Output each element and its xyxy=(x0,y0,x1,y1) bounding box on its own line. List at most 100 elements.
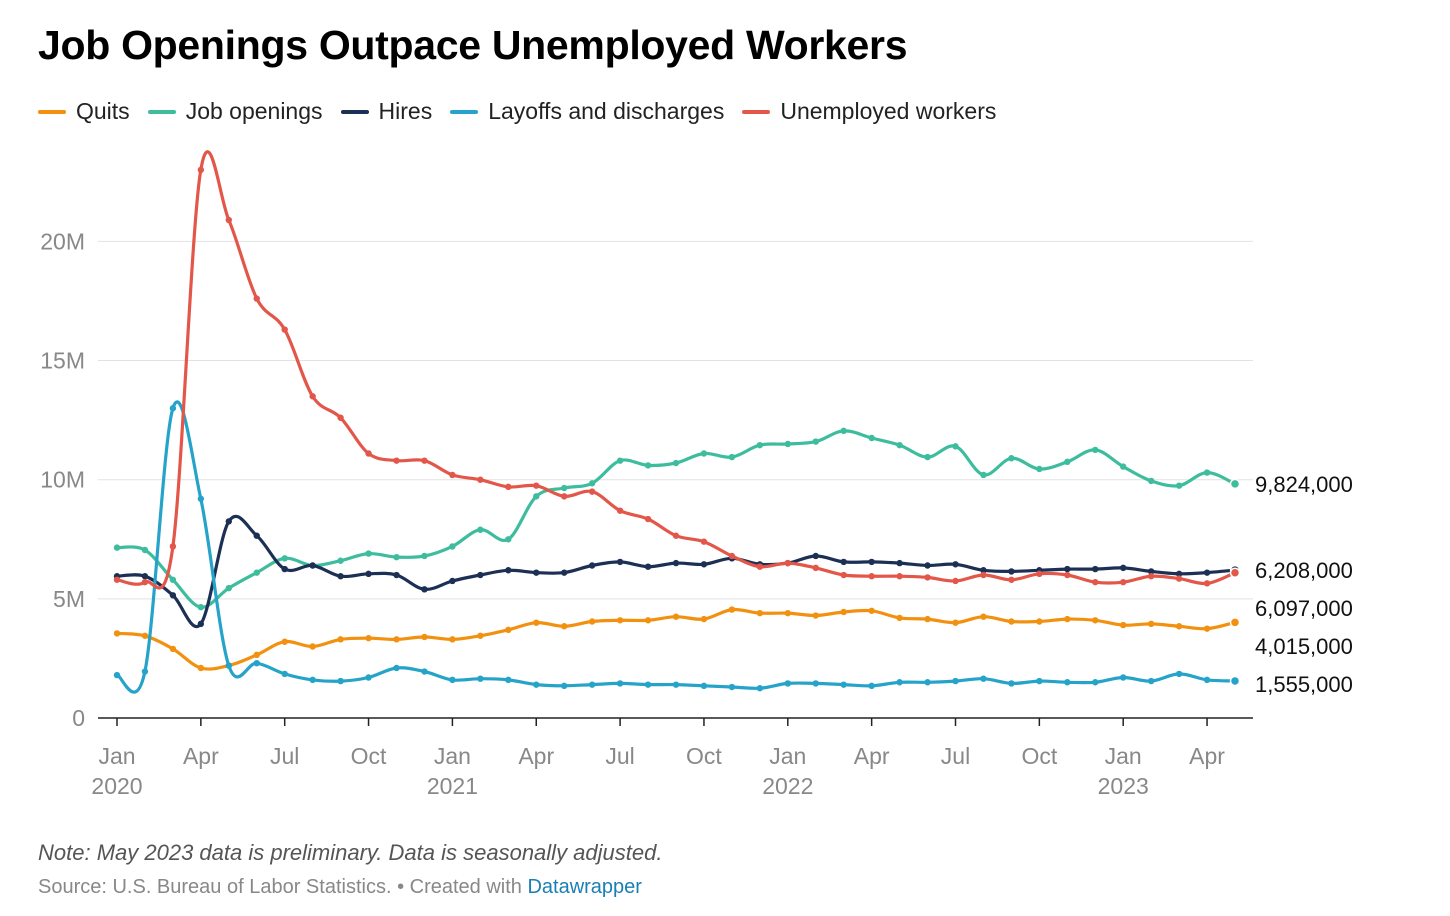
series-line xyxy=(115,150,1237,590)
legend-label: Hires xyxy=(378,98,433,124)
data-point xyxy=(1147,620,1155,628)
data-point xyxy=(896,679,903,686)
data-point xyxy=(1008,568,1015,575)
data-point xyxy=(505,626,512,634)
data-point xyxy=(672,532,680,539)
data-point xyxy=(113,544,121,551)
y-tick-label: 10M xyxy=(40,467,85,493)
data-point xyxy=(1120,674,1127,681)
data-point xyxy=(840,608,847,616)
data-point xyxy=(197,603,205,611)
data-point xyxy=(924,453,931,461)
data-point xyxy=(616,558,624,566)
data-point xyxy=(1229,617,1241,628)
data-point xyxy=(728,552,736,560)
data-point xyxy=(700,682,708,690)
data-point xyxy=(449,471,456,479)
data-point xyxy=(1008,576,1015,583)
x-tick-label: Apr xyxy=(183,743,219,769)
y-tick-label: 15M xyxy=(40,348,85,374)
data-point xyxy=(505,567,512,574)
data-point xyxy=(1120,578,1127,586)
x-tick-year-label: 2022 xyxy=(762,773,813,799)
y-tick-label: 5M xyxy=(53,586,85,612)
data-point xyxy=(700,615,708,623)
x-tick-label: Apr xyxy=(854,743,890,769)
data-point xyxy=(1203,625,1211,632)
data-point xyxy=(1008,680,1015,687)
data-point xyxy=(1229,675,1241,687)
end-label-job-openings: 9,824,000 xyxy=(1255,472,1353,497)
legend-item-hires: Hires xyxy=(340,98,433,125)
series-unemployed-workers xyxy=(113,150,1241,590)
data-point xyxy=(365,570,372,578)
data-point xyxy=(952,619,959,626)
data-point xyxy=(1120,564,1127,572)
data-point xyxy=(644,515,652,523)
end-label-layoffs-and-discharges: 1,555,000 xyxy=(1255,672,1353,697)
data-point xyxy=(588,618,596,625)
data-point xyxy=(1229,478,1241,490)
data-point xyxy=(113,671,121,679)
data-point xyxy=(756,563,764,570)
data-point xyxy=(1036,465,1043,473)
data-point xyxy=(1203,676,1211,684)
series-job-openings xyxy=(113,427,1241,611)
series-line xyxy=(115,429,1237,609)
legend: Quits Job openings Hires Layoffs and discha… xyxy=(38,98,996,125)
data-point xyxy=(533,482,540,489)
data-point xyxy=(1147,477,1155,485)
data-point xyxy=(644,617,652,624)
data-point xyxy=(588,681,596,688)
datawrapper-link[interactable]: Datawrapper xyxy=(527,876,642,898)
data-point xyxy=(896,573,903,580)
data-point xyxy=(197,664,205,672)
series-line xyxy=(115,400,1237,694)
data-point xyxy=(924,615,931,623)
data-point xyxy=(700,538,708,545)
data-point xyxy=(952,443,959,450)
data-point xyxy=(1064,615,1071,623)
data-point xyxy=(1175,570,1183,578)
data-point xyxy=(840,558,847,566)
data-point xyxy=(337,414,344,421)
data-point xyxy=(449,543,456,550)
data-point xyxy=(1175,623,1183,630)
data-point xyxy=(1203,580,1211,587)
data-point xyxy=(561,493,568,500)
data-point xyxy=(449,636,456,643)
data-point xyxy=(784,609,791,617)
data-point xyxy=(113,576,121,583)
data-point xyxy=(1036,677,1043,685)
legend-label: Layoffs and discharges xyxy=(488,98,725,124)
data-point xyxy=(616,617,624,624)
x-tick-label: Oct xyxy=(351,743,387,769)
data-point xyxy=(1203,569,1211,576)
x-tick-label: Jul xyxy=(941,743,970,769)
legend-swatch xyxy=(742,109,771,114)
series-layoffs-and-discharges xyxy=(113,400,1241,694)
data-point xyxy=(980,471,987,479)
x-tick-label: Apr xyxy=(1189,743,1225,769)
x-tick-label: Jul xyxy=(270,743,299,769)
data-point xyxy=(197,166,205,174)
data-point xyxy=(1092,679,1099,686)
series-hires xyxy=(113,514,1241,629)
data-point xyxy=(281,638,288,645)
data-point xyxy=(169,592,177,599)
data-point xyxy=(672,459,680,467)
data-point xyxy=(1064,565,1071,573)
data-point xyxy=(868,607,875,614)
data-point xyxy=(365,450,372,457)
data-point xyxy=(672,559,680,567)
data-point xyxy=(812,438,819,445)
data-point xyxy=(561,484,568,492)
data-point xyxy=(309,562,316,569)
data-point xyxy=(421,633,428,641)
x-tick-label: Jan xyxy=(98,743,135,769)
data-point xyxy=(253,659,260,667)
x-axis: Jan 2020 Apr Jul Oct Jan 2021 Apr Jul Oct Jan 2022 A… xyxy=(91,717,1253,799)
data-point xyxy=(393,457,400,464)
data-point xyxy=(561,623,568,630)
data-point xyxy=(1147,677,1155,685)
